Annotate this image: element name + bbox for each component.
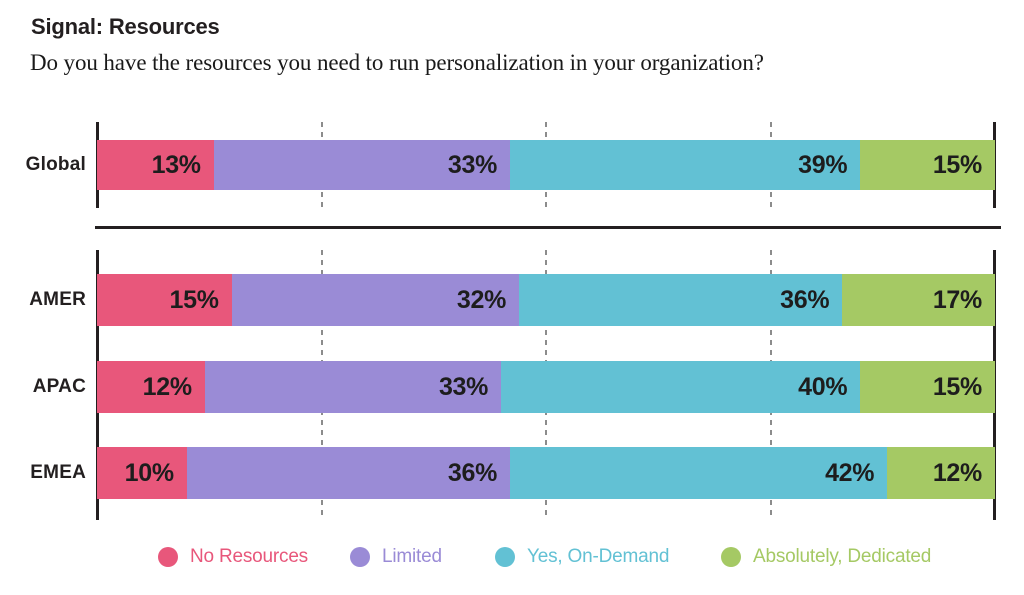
bar-segment-no-resources-global: 13% xyxy=(97,140,214,190)
legend-item-yes-on-demand: Yes, On-Demand xyxy=(495,546,669,568)
value-label-no-resources-emea: 10% xyxy=(124,458,174,487)
legend-item-absolutely-dedicated: Absolutely, Dedicated xyxy=(721,546,931,568)
bar-segment-limited-global: 33% xyxy=(213,140,511,190)
chart-group-global: Global 13% 33% 39% 15% xyxy=(0,122,1024,208)
legend-dot-yes-on-demand-icon xyxy=(495,547,515,567)
value-label-yes-on-demand-amer: 36% xyxy=(780,285,830,314)
value-label-absolutely-dedicated-global: 15% xyxy=(932,150,982,179)
value-label-limited-emea: 36% xyxy=(447,458,498,487)
legend-item-no-resources: No Resources xyxy=(158,546,308,568)
value-label-absolutely-dedicated-amer: 17% xyxy=(932,285,982,314)
value-label-limited-apac: 33% xyxy=(438,372,489,401)
row-label-global: Global xyxy=(25,154,86,175)
value-label-yes-on-demand-apac: 40% xyxy=(798,372,848,401)
legend-item-limited: Limited xyxy=(350,546,442,568)
value-label-no-resources-apac: 12% xyxy=(142,372,192,401)
value-label-no-resources-amer: 15% xyxy=(169,285,219,314)
bar-segment-yes-on-demand-emea: 42% xyxy=(510,447,888,499)
legend-dot-no-resources-icon xyxy=(158,547,178,567)
value-label-absolutely-dedicated-emea: 12% xyxy=(932,458,982,487)
row-label-emea: EMEA xyxy=(30,462,86,483)
bar-segment-no-resources-amer: 15% xyxy=(97,274,232,326)
row-label-amer: AMER xyxy=(29,289,86,310)
bar-segment-absolutely-dedicated-apac: 15% xyxy=(860,361,995,413)
chart-group-regions: AMER 15% 32% 36% 17% APAC 12% 33% 40% 15% EMEA 10% 3… xyxy=(0,250,1024,520)
bar-segment-absolutely-dedicated-emea: 12% xyxy=(887,447,995,499)
value-label-no-resources-global: 13% xyxy=(151,150,201,179)
legend-label-yes-on-demand: Yes, On-Demand xyxy=(527,546,670,567)
bar-segment-limited-amer: 32% xyxy=(231,274,520,326)
bar-segment-absolutely-dedicated-global: 15% xyxy=(860,140,995,190)
bar-global: 13% 33% 39% 15% xyxy=(97,140,995,190)
bar-segment-limited-emea: 36% xyxy=(186,447,511,499)
chart-question: Do you have the resources you need to ru… xyxy=(30,50,764,75)
value-label-limited-amer: 32% xyxy=(456,285,507,314)
bar-segment-yes-on-demand-apac: 40% xyxy=(501,361,861,413)
bar-segment-no-resources-apac: 12% xyxy=(97,361,205,413)
bar-emea: 10% 36% 42% 12% xyxy=(97,447,995,499)
bar-apac: 12% 33% 40% 15% xyxy=(97,361,995,413)
value-label-limited-global: 33% xyxy=(447,150,498,179)
legend-dot-absolutely-dedicated-icon xyxy=(721,547,741,567)
chart-title: Signal: Resources xyxy=(31,14,220,39)
legend-label-limited: Limited xyxy=(382,546,442,567)
value-label-absolutely-dedicated-apac: 15% xyxy=(932,372,982,401)
group-separator-line xyxy=(95,226,1001,229)
row-label-apac: APAC xyxy=(32,376,86,397)
value-label-yes-on-demand-emea: 42% xyxy=(825,458,875,487)
bar-segment-no-resources-emea: 10% xyxy=(97,447,187,499)
legend-label-absolutely-dedicated: Absolutely, Dedicated xyxy=(753,546,932,567)
legend-label-no-resources: No Resources xyxy=(190,546,308,567)
bar-segment-yes-on-demand-global: 39% xyxy=(510,140,861,190)
value-label-yes-on-demand-global: 39% xyxy=(798,150,848,179)
bar-amer: 15% 32% 36% 17% xyxy=(97,274,995,326)
chart-legend: No Resources Limited Yes, On-Demand Absolut… xyxy=(0,546,1024,576)
bar-segment-yes-on-demand-amer: 36% xyxy=(519,274,843,326)
legend-dot-limited-icon xyxy=(350,547,370,567)
bar-segment-absolutely-dedicated-amer: 17% xyxy=(842,274,995,326)
bar-segment-limited-apac: 33% xyxy=(204,361,502,413)
